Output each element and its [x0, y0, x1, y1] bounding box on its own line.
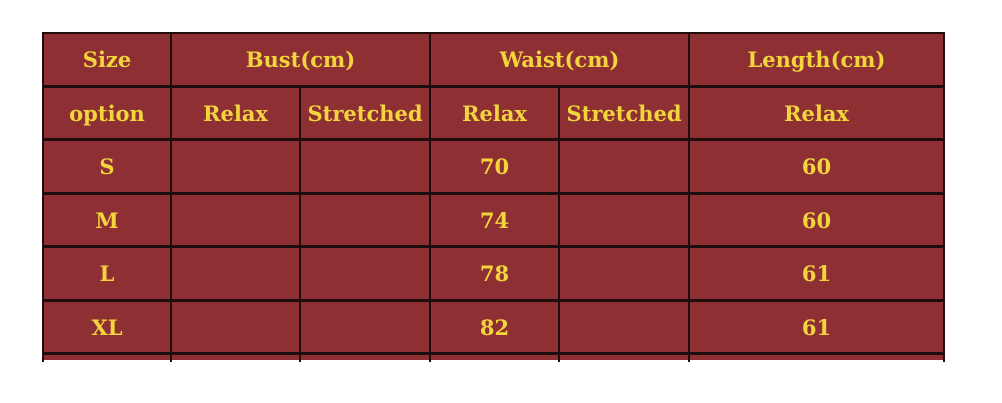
cell-bust-stretched	[301, 248, 431, 302]
cell-waist-stretched	[560, 195, 690, 248]
cell-size: M	[42, 195, 172, 248]
cell-size: S	[42, 141, 172, 195]
cell-length-relax: 61	[690, 302, 945, 355]
partial-row-cell	[560, 355, 690, 362]
cell-length-relax: 60	[690, 195, 945, 248]
cell-waist-relax: 74	[431, 195, 560, 248]
cell-bust-relax	[172, 195, 301, 248]
partial-row-cell	[42, 355, 172, 362]
partial-row-cell	[301, 355, 431, 362]
cell-length-relax: 60	[690, 141, 945, 195]
cell-waist-stretched	[560, 302, 690, 355]
header-bust: Bust(cm)	[172, 34, 431, 88]
cell-bust-relax	[172, 141, 301, 195]
partial-row-cell	[431, 355, 560, 362]
cell-length-relax: 61	[690, 248, 945, 302]
header-length-relax: Relax	[690, 88, 945, 141]
cell-size: XL	[42, 302, 172, 355]
header-bust-relax: Relax	[172, 88, 301, 141]
cell-waist-stretched	[560, 248, 690, 302]
cell-waist-stretched	[560, 141, 690, 195]
header-size: Size	[42, 34, 172, 88]
cell-bust-stretched	[301, 141, 431, 195]
header-waist-stretched: Stretched	[560, 88, 690, 141]
header-bust-stretched: Stretched	[301, 88, 431, 141]
cell-bust-stretched	[301, 195, 431, 248]
header-option: option	[42, 88, 172, 141]
cell-size: L	[42, 248, 172, 302]
cell-bust-relax	[172, 248, 301, 302]
cell-waist-relax: 82	[431, 302, 560, 355]
cell-bust-relax	[172, 302, 301, 355]
header-waist-relax: Relax	[431, 88, 560, 141]
cell-bust-stretched	[301, 302, 431, 355]
cell-waist-relax: 70	[431, 141, 560, 195]
header-waist: Waist(cm)	[431, 34, 690, 88]
cell-waist-relax: 78	[431, 248, 560, 302]
size-chart-table: Size Bust(cm) Waist(cm) Length(cm) option Rel…	[42, 32, 945, 362]
partial-row-cell	[172, 355, 301, 362]
header-length: Length(cm)	[690, 34, 945, 88]
partial-row-cell	[690, 355, 945, 362]
